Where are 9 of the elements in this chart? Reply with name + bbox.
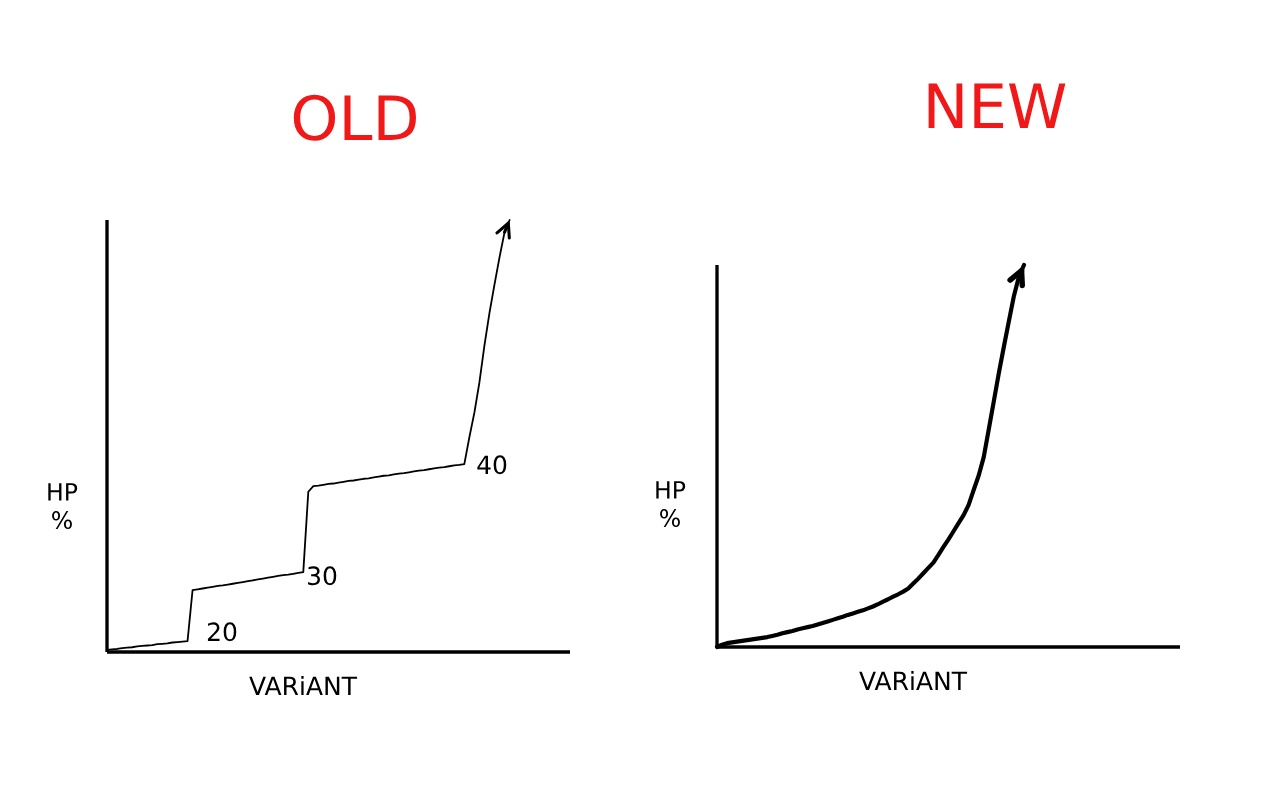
chart-title: OLD	[293, 94, 416, 141]
annotation: 20	[207, 622, 237, 642]
x-axis-title: VARiANT	[249, 675, 358, 695]
annotation: 40	[477, 455, 507, 475]
y-axis-title: HP %	[48, 483, 78, 529]
x-axis-title: VARiANT	[859, 670, 968, 690]
annotation: 30	[308, 566, 337, 586]
y-axis-title: HP %	[656, 481, 686, 527]
chart-title: NEW	[928, 83, 1066, 128]
